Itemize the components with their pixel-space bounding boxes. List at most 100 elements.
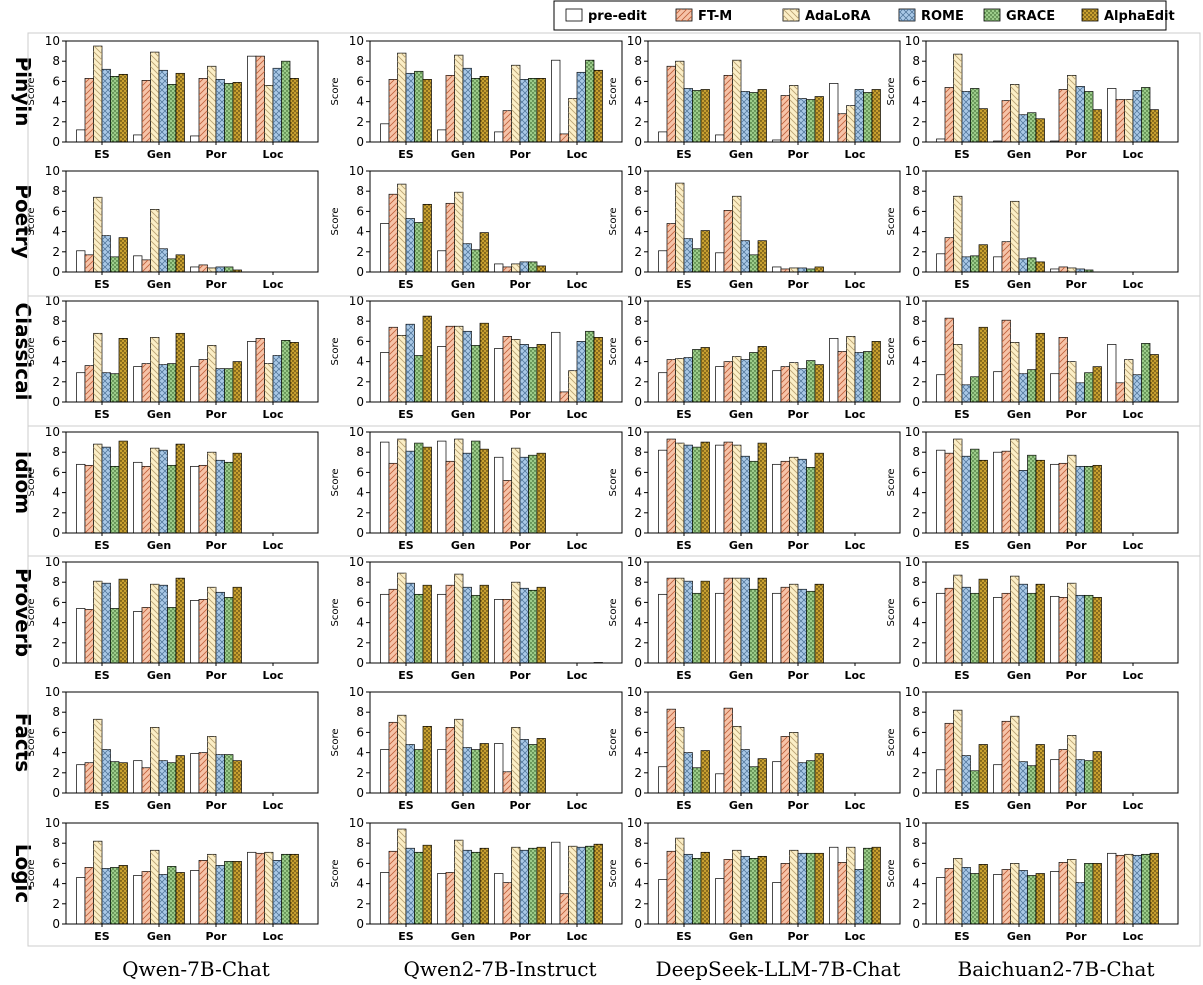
panel-pinyin-qwen2-7b-instruct: 0 2 4 6 8 10 Score ES Gen Por Loc — [330, 34, 623, 161]
y-axis-label: Score — [26, 337, 37, 365]
y-tick-label: 8 — [356, 836, 364, 850]
bar-pattern-pinyin-deepseek-llm-7b-chat-gen-alphaedit — [758, 89, 767, 142]
y-tick-label: 4 — [52, 746, 60, 760]
y-tick-label: 4 — [52, 95, 60, 109]
x-tick-label-es: ES — [398, 278, 414, 291]
y-tick-label: 2 — [52, 375, 60, 389]
bar-pattern-facts-baichuan2-7b-chat-por-adalora — [1067, 735, 1076, 793]
bar-pattern-pinyin-qwen2-7b-instruct-por-grace — [528, 78, 537, 142]
bar-proverb-qwen-7b-chat-es-pre-edit — [76, 608, 86, 664]
axes-frame — [647, 561, 901, 664]
bar-pattern-classical-baichuan2-7b-chat-loc-ft-m — [1116, 382, 1125, 402]
bar-pattern-pinyin-qwen2-7b-instruct-loc-adalora — [568, 98, 577, 142]
bar-idiom-qwen-7b-chat-por-pre-edit — [190, 465, 200, 534]
x-tick-label-loc: Loc — [844, 278, 865, 291]
bar-pattern-idiom-baichuan2-7b-chat-por-alphaedit — [1093, 465, 1102, 533]
bar-pattern-logic-qwen-7b-chat-gen-alphaedit — [176, 872, 185, 924]
panel-idiom-qwen-7b-chat: 0 2 4 6 8 10 Score ES Gen Por Loc — [26, 425, 319, 552]
bar-pattern-classical-qwen2-7b-instruct-por-alphaedit — [537, 344, 546, 402]
y-tick-label: 0 — [912, 917, 920, 931]
y-axis-label: Score — [608, 77, 619, 105]
bar-pattern-idiom-deepseek-llm-7b-chat-por-adalora — [789, 457, 798, 533]
bar-pattern-facts-qwen2-7b-instruct-gen-ft-m — [446, 727, 455, 793]
x-tick-label-por: Por — [787, 148, 809, 161]
x-tick-label-es: ES — [676, 539, 692, 552]
bar-pattern-logic-baichuan2-7b-chat-loc-grace — [1141, 854, 1150, 924]
axes-frame — [647, 431, 901, 534]
bar-pattern-poetry-qwen-7b-chat-por-grace — [224, 266, 233, 272]
y-axis-label: Score — [608, 468, 619, 496]
bar-pattern-logic-qwen2-7b-instruct-por-grace — [528, 848, 537, 924]
y-tick-label: 6 — [912, 856, 920, 870]
bar-pattern-logic-qwen-7b-chat-es-adalora — [93, 841, 102, 924]
bar-pattern-pinyin-baichuan2-7b-chat-por-alphaedit — [1093, 109, 1102, 142]
axes-frame — [925, 561, 1179, 664]
bar-poetry-qwen-7b-chat-por-pre-edit — [190, 266, 200, 273]
bar-pattern-pinyin-qwen2-7b-instruct-loc-alphaedit — [594, 70, 603, 142]
x-tick-label-es: ES — [94, 278, 110, 291]
bar-pattern-facts-qwen-7b-chat-por-ft-m — [199, 752, 208, 793]
bar-pattern-facts-baichuan2-7b-chat-por-alphaedit — [1093, 751, 1102, 793]
y-tick-label: 0 — [634, 395, 642, 409]
x-tick-label-por: Por — [1065, 669, 1087, 682]
bar-pattern-proverb-qwen-7b-chat-es-rome — [102, 583, 111, 663]
panel-poetry-qwen-7b-chat: 0 2 4 6 8 10 Score ES Gen Por Loc — [26, 164, 319, 291]
bar-pattern-poetry-baichuan2-7b-chat-es-rome — [962, 256, 971, 272]
bar-pinyin-deepseek-llm-7b-chat-loc-pre-edit — [829, 83, 839, 143]
bar-pinyin-qwen2-7b-instruct-es-pre-edit — [380, 123, 390, 143]
bar-pattern-classical-baichuan2-7b-chat-es-grace — [970, 376, 979, 402]
x-tick-label-es: ES — [398, 408, 414, 421]
bar-pattern-poetry-baichuan2-7b-chat-gen-rome — [1019, 258, 1028, 272]
bar-pattern-logic-deepseek-llm-7b-chat-gen-ft-m — [724, 859, 733, 924]
y-tick-label: 4 — [912, 95, 920, 109]
bar-pattern-classical-qwen-7b-chat-es-ft-m — [85, 365, 94, 402]
y-tick-label: 4 — [356, 95, 364, 109]
y-axis-label: Score — [886, 77, 897, 105]
bar-pattern-logic-baichuan2-7b-chat-por-ft-m — [1059, 862, 1068, 924]
bar-pattern-pinyin-deepseek-llm-7b-chat-es-rome — [684, 88, 693, 142]
bar-pattern-classical-baichuan2-7b-chat-gen-adalora — [1010, 342, 1019, 402]
x-tick-label-gen: Gen — [729, 669, 753, 682]
bar-idiom-qwen2-7b-instruct-gen-pre-edit — [437, 440, 447, 534]
bar-pattern-idiom-deepseek-llm-7b-chat-es-adalora — [675, 443, 684, 533]
y-axis-label: Score — [608, 728, 619, 756]
bar-pattern-proverb-qwen-7b-chat-es-grace — [110, 608, 119, 663]
panel-classical-qwen2-7b-instruct: 0 2 4 6 8 10 Score ES Gen Por Loc — [330, 294, 623, 421]
panel-idiom-qwen2-7b-instruct: 0 2 4 6 8 10 Score ES Gen Por Loc — [330, 425, 623, 552]
bar-pattern-classical-qwen2-7b-instruct-por-grace — [528, 347, 537, 402]
bar-pattern-classical-qwen2-7b-instruct-loc-adalora — [568, 370, 577, 402]
bar-pattern-proverb-qwen-7b-chat-por-adalora — [207, 587, 216, 663]
panel-proverb-qwen2-7b-instruct: 0 2 4 6 8 10 Score ES Gen Por Loc — [330, 555, 623, 682]
bar-proverb-baichuan2-7b-chat-gen-pre-edit — [993, 596, 1003, 664]
bar-pattern-pinyin-qwen-7b-chat-loc-ft-m — [256, 56, 265, 142]
y-axis-label: Score — [886, 337, 897, 365]
bar-pattern-poetry-qwen2-7b-instruct-por-alphaedit — [537, 265, 546, 272]
bar-pattern-logic-qwen2-7b-instruct-gen-ft-m — [446, 872, 455, 924]
y-tick-label: 0 — [912, 265, 920, 279]
bar-pattern-poetry-deepseek-llm-7b-chat-es-ft-m — [667, 223, 676, 272]
bar-pattern-pinyin-qwen-7b-chat-gen-grace — [167, 84, 176, 142]
bar-pattern-logic-deepseek-llm-7b-chat-loc-grace — [863, 848, 872, 924]
bar-pattern-classical-qwen2-7b-instruct-gen-rome — [463, 331, 472, 402]
y-tick-label: 4 — [634, 95, 642, 109]
bar-pattern-classical-baichuan2-7b-chat-loc-alphaedit — [1150, 354, 1159, 402]
bar-pattern-logic-baichuan2-7b-chat-por-adalora — [1067, 859, 1076, 924]
bar-pattern-proverb-deepseek-llm-7b-chat-por-alphaedit — [815, 584, 824, 663]
bar-pattern-logic-qwen2-7b-instruct-gen-grace — [471, 852, 480, 924]
bar-pattern-idiom-qwen2-7b-instruct-gen-alphaedit — [480, 449, 489, 533]
bar-pinyin-qwen-7b-chat-loc-pre-edit — [247, 55, 257, 143]
y-tick-label: 2 — [356, 115, 364, 129]
bar-pattern-poetry-deepseek-llm-7b-chat-gen-grace — [749, 254, 758, 272]
bar-idiom-deepseek-llm-7b-chat-es-pre-edit — [658, 449, 668, 534]
x-tick-label-gen: Gen — [729, 148, 753, 161]
bar-pattern-pinyin-deepseek-llm-7b-chat-es-ft-m — [667, 66, 676, 142]
bar-pattern-logic-baichuan2-7b-chat-es-grace — [970, 873, 979, 924]
x-tick-label-por: Por — [787, 278, 809, 291]
bar-pattern-poetry-qwen2-7b-instruct-gen-grace — [471, 249, 480, 272]
bar-pattern-pinyin-baichuan2-7b-chat-por-grace — [1084, 91, 1093, 142]
bar-pattern-logic-deepseek-llm-7b-chat-es-alphaedit — [701, 852, 710, 924]
x-tick-label-loc: Loc — [262, 539, 283, 552]
bar-pattern-proverb-qwen2-7b-instruct-por-adalora — [511, 582, 520, 663]
x-tick-label-por: Por — [205, 930, 227, 943]
bar-pattern-poetry-baichuan2-7b-chat-gen-ft-m — [1002, 241, 1011, 272]
